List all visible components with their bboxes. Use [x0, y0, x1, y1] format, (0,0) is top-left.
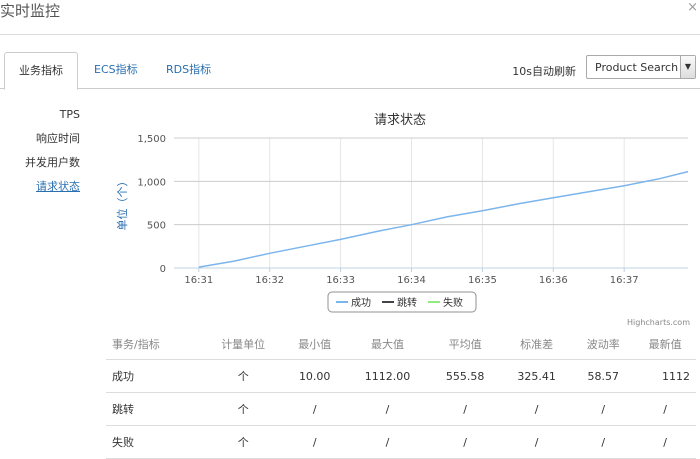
table-cell: 58.57 — [572, 359, 635, 393]
tab-rds-metrics[interactable]: RDS指标 — [166, 63, 212, 76]
col-header: 波动率 — [572, 329, 635, 360]
table-cell: / — [572, 425, 635, 459]
sidebar-item-response-time[interactable]: 响应时间 — [36, 132, 80, 145]
y-tick-label: 0 — [160, 264, 166, 275]
x-tick-label: 16:31 — [184, 275, 213, 286]
product-select-value: Product Search — [595, 61, 679, 74]
title-divider — [0, 34, 700, 35]
table-header-row: 事务/指标 计量单位 最小值 最大值 平均值 标准差 波动率 最新值 — [106, 329, 696, 360]
x-tick-label: 16:35 — [468, 275, 497, 286]
auto-refresh-label: 10s自动刷新 — [512, 65, 576, 78]
table-cell: 1112 — [634, 359, 696, 393]
table-cell: / — [345, 425, 430, 459]
col-header: 计量单位 — [202, 329, 284, 360]
chevron-down-icon[interactable]: ▼ — [680, 56, 695, 78]
sidebar-item-tps[interactable]: TPS — [59, 108, 80, 121]
y-tick-label: 1,000 — [137, 177, 166, 188]
table-cell: / — [572, 392, 635, 426]
table-row: 跳转 个 / / / / / / — [106, 392, 696, 426]
chart-title: 请求状态 — [374, 113, 426, 128]
col-header: 事务/指标 — [106, 329, 203, 360]
table-cell: / — [500, 392, 573, 426]
sidebar: TPS 响应时间 并发用户数 请求状态 — [0, 108, 80, 204]
table-cell: 跳转 — [106, 392, 203, 426]
table-cell: 325.41 — [500, 359, 573, 393]
table-cell: / — [283, 392, 346, 426]
tab-ecs-metrics[interactable]: ECS指标 — [94, 63, 138, 76]
tab-bar: 业务指标 ECS指标 RDS指标 10s自动刷新 Product Search … — [0, 52, 700, 90]
sidebar-item-request-status[interactable]: 请求状态 — [36, 180, 80, 193]
y-tick-label: 500 — [147, 221, 166, 232]
y-tick-label: 1,500 — [137, 134, 166, 145]
table-cell: 个 — [202, 425, 284, 459]
table-cell: / — [634, 392, 696, 426]
table-cell: 10.00 — [283, 359, 346, 393]
request-status-chart: 请求状态 16:31 16:32 16:33 16:34 16:35 16:36 16:37 0… — [115, 113, 689, 313]
table-cell: 个 — [202, 392, 284, 426]
table-cell: / — [429, 392, 501, 426]
table-cell: 成功 — [106, 359, 203, 393]
window-title: 实时监控 — [0, 2, 61, 20]
table-cell: 失败 — [106, 425, 203, 459]
x-tick-label: 16:32 — [255, 275, 284, 286]
legend-box — [327, 291, 477, 313]
table-cell: 1112.00 — [345, 359, 430, 393]
sidebar-item-concurrent-users[interactable]: 并发用户数 — [25, 156, 80, 169]
x-tick-label: 16:37 — [610, 275, 639, 286]
table-cell: / — [429, 425, 501, 459]
table-cell: 555.58 — [429, 359, 501, 393]
table-cell: 个 — [202, 359, 284, 393]
col-header: 平均值 — [429, 329, 501, 360]
legend-item-label: 失败 — [443, 296, 463, 309]
table-cell: / — [500, 425, 573, 459]
col-header: 标准差 — [500, 329, 573, 360]
chart-credits[interactable]: Highcharts.com — [627, 318, 690, 327]
x-tick-label: 16:34 — [397, 275, 426, 286]
col-header: 最小值 — [283, 329, 346, 360]
y-axis-title: 单位（个） — [115, 176, 129, 231]
legend-item-label: 跳转 — [397, 296, 417, 309]
close-icon[interactable]: × — [687, 0, 698, 15]
series-line-成功 — [198, 170, 689, 268]
table-row: 失败 个 / / / / / / — [106, 425, 696, 459]
col-header: 最大值 — [345, 329, 430, 360]
table-cell: / — [345, 392, 430, 426]
table-row: 成功 个 10.00 1112.00 555.58 325.41 58.57 1… — [106, 359, 696, 393]
legend-item-label: 成功 — [351, 297, 371, 309]
table-cell: / — [634, 425, 696, 459]
metrics-table: 事务/指标 计量单位 最小值 最大值 平均值 标准差 波动率 最新值 成功 个 … — [106, 329, 696, 459]
x-tick-label: 16:36 — [539, 275, 568, 286]
tab-business-metrics[interactable]: 业务指标 — [4, 52, 78, 90]
col-header: 最新值 — [634, 329, 696, 360]
product-select[interactable]: Product Search ▼ — [586, 55, 696, 79]
table-cell: / — [283, 425, 346, 459]
x-tick-label: 16:33 — [326, 275, 355, 286]
